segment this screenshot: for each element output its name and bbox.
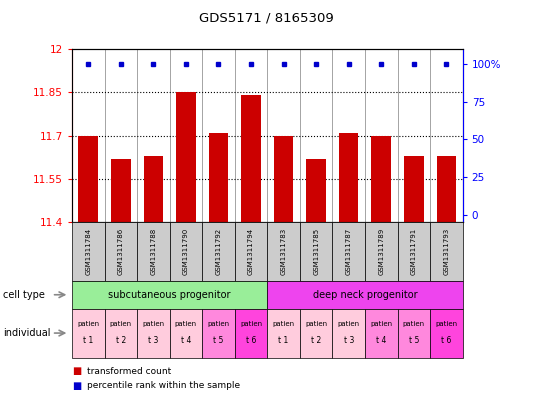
Text: deep neck progenitor: deep neck progenitor bbox=[313, 290, 417, 300]
Bar bbox=[111, 159, 131, 222]
Text: GSM1311787: GSM1311787 bbox=[346, 228, 352, 275]
Text: t 4: t 4 bbox=[181, 336, 191, 345]
Bar bbox=[274, 136, 293, 222]
Text: percentile rank within the sample: percentile rank within the sample bbox=[87, 382, 240, 390]
Text: t 5: t 5 bbox=[409, 336, 419, 345]
Text: ■: ■ bbox=[72, 366, 81, 376]
Text: patien: patien bbox=[435, 321, 457, 327]
Text: patien: patien bbox=[305, 321, 327, 327]
Text: t 1: t 1 bbox=[278, 336, 289, 345]
Bar bbox=[339, 133, 359, 222]
Text: GSM1311786: GSM1311786 bbox=[118, 228, 124, 275]
Text: GSM1311792: GSM1311792 bbox=[215, 228, 222, 275]
Text: patien: patien bbox=[77, 321, 99, 327]
Text: GSM1311788: GSM1311788 bbox=[150, 228, 156, 275]
Text: patien: patien bbox=[142, 321, 164, 327]
Text: t 1: t 1 bbox=[83, 336, 93, 345]
Text: t 2: t 2 bbox=[311, 336, 321, 345]
Text: t 3: t 3 bbox=[148, 336, 158, 345]
Text: t 3: t 3 bbox=[343, 336, 354, 345]
Text: t 6: t 6 bbox=[441, 336, 451, 345]
Text: patien: patien bbox=[207, 321, 230, 327]
Text: transformed count: transformed count bbox=[87, 367, 171, 376]
Text: subcutaneous progenitor: subcutaneous progenitor bbox=[108, 290, 231, 300]
Bar bbox=[143, 156, 163, 222]
Text: GSM1311794: GSM1311794 bbox=[248, 228, 254, 275]
Text: patien: patien bbox=[175, 321, 197, 327]
Text: GSM1311784: GSM1311784 bbox=[85, 228, 91, 275]
Text: t 5: t 5 bbox=[213, 336, 224, 345]
Text: GSM1311791: GSM1311791 bbox=[411, 228, 417, 275]
Text: patien: patien bbox=[272, 321, 295, 327]
Text: cell type: cell type bbox=[3, 290, 45, 300]
Bar bbox=[404, 156, 424, 222]
Text: t 6: t 6 bbox=[246, 336, 256, 345]
Text: GSM1311789: GSM1311789 bbox=[378, 228, 384, 275]
Text: patien: patien bbox=[240, 321, 262, 327]
Bar bbox=[437, 156, 456, 222]
Text: patien: patien bbox=[110, 321, 132, 327]
Bar bbox=[209, 133, 228, 222]
Text: t 4: t 4 bbox=[376, 336, 386, 345]
Bar bbox=[78, 136, 98, 222]
Text: ■: ■ bbox=[72, 381, 81, 391]
Text: GSM1311790: GSM1311790 bbox=[183, 228, 189, 275]
Text: GDS5171 / 8165309: GDS5171 / 8165309 bbox=[199, 11, 334, 24]
Bar bbox=[372, 136, 391, 222]
Text: t 2: t 2 bbox=[116, 336, 126, 345]
Text: patien: patien bbox=[403, 321, 425, 327]
Text: individual: individual bbox=[3, 328, 50, 338]
Text: patien: patien bbox=[337, 321, 360, 327]
Text: GSM1311785: GSM1311785 bbox=[313, 228, 319, 275]
Bar bbox=[241, 95, 261, 222]
Text: patien: patien bbox=[370, 321, 392, 327]
Text: GSM1311783: GSM1311783 bbox=[280, 228, 287, 275]
Text: GSM1311793: GSM1311793 bbox=[443, 228, 449, 275]
Bar bbox=[176, 92, 196, 222]
Bar bbox=[306, 159, 326, 222]
